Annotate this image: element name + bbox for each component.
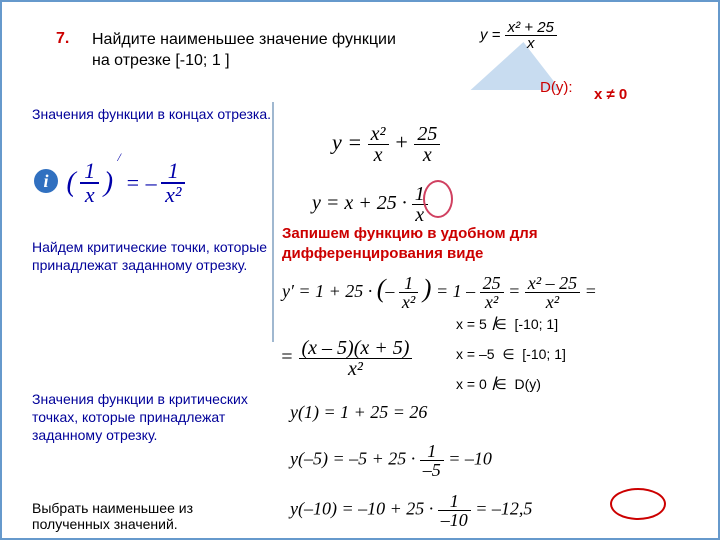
- c2s: [-10; 1]: [522, 346, 566, 362]
- eq-y1: y(1) = 1 + 25 = 26: [290, 402, 427, 423]
- crit-3: x = 0 ∈/ D(y): [456, 376, 541, 393]
- ym5l: y(–5) = –5 + 25 ·: [290, 449, 415, 469]
- task-line1: Найдите наименьшее значение функции: [92, 31, 396, 48]
- c1s: [-10; 1]: [515, 316, 559, 332]
- s1l: y = x + 25 ·: [312, 192, 407, 214]
- c2: x = –5: [456, 346, 495, 362]
- ype2: =: [508, 281, 520, 301]
- ym5n: 1: [420, 442, 444, 461]
- fd: x²: [299, 359, 413, 379]
- s2p: +: [394, 130, 409, 155]
- divider: [272, 102, 274, 342]
- eq-ym10: y(–10) = –10 + 25 · 1 –10 = –12,5: [290, 492, 532, 529]
- ym10l: y(–10) = –10 + 25 ·: [290, 499, 433, 519]
- eq-step2: y = x² x + 25 x: [332, 124, 440, 165]
- drule-rd: x²: [161, 184, 185, 206]
- rewrite-note: Запишем функцию в удобном для дифференци…: [282, 224, 642, 263]
- ypmid: = 1 –: [436, 281, 475, 301]
- eq-yprime: y′ = 1 + 25 · (– 1 x² ) = 1 – 25 x² = x²…: [282, 274, 597, 311]
- s2bn: 25: [414, 124, 440, 145]
- ym5d: –5: [420, 461, 444, 479]
- fn: (x – 5)(x + 5): [299, 338, 413, 359]
- ypmn: 25: [480, 274, 504, 293]
- drule-rn: 1: [161, 160, 185, 184]
- info-icon: i: [32, 167, 60, 200]
- eq-step1: y = x + 25 · 1 x: [312, 184, 428, 225]
- feq: =: [280, 346, 294, 368]
- s2an: x²: [368, 124, 389, 145]
- yppd: x²: [399, 293, 418, 311]
- c3s: D(y): [515, 376, 541, 392]
- s2y: y =: [332, 130, 362, 155]
- answer-circle: [610, 488, 666, 520]
- yprd: x²: [525, 293, 580, 311]
- drule-eq: = –: [125, 170, 156, 195]
- label-endpoints: Значения функции в концах отрезка.: [32, 105, 272, 123]
- ym10d: –10: [438, 511, 471, 529]
- domain-label: D(y):: [540, 79, 573, 96]
- crit-1: x = 5 ∈/ [-10; 1]: [456, 316, 558, 333]
- main-denom: x: [505, 36, 557, 51]
- problem-number: 7.: [56, 30, 69, 48]
- yptail: =: [585, 281, 597, 301]
- prime-mark: /: [117, 150, 120, 164]
- ym5r: = –10: [448, 449, 492, 469]
- task-line2: на отрезке [-10; 1 ]: [92, 52, 230, 69]
- main-numer: x² + 25: [505, 20, 557, 36]
- drule-n: 1: [80, 160, 99, 184]
- domain-condition: x ≠ 0: [594, 86, 627, 103]
- eq-factored: = (x – 5)(x + 5) x²: [280, 338, 412, 379]
- yppn: 1: [399, 274, 418, 293]
- label-find-critical: Найдем критические точки, которые принад…: [32, 238, 272, 274]
- ym10r: = –12,5: [475, 499, 532, 519]
- svg-text:i: i: [43, 171, 48, 191]
- label-choose-min: Выбрать наименьшее из полученных значени…: [32, 500, 272, 532]
- eq-ym5: y(–5) = –5 + 25 · 1 –5 = –10: [290, 442, 492, 479]
- c2in: ∈: [502, 346, 514, 362]
- label-critical-values: Значения функции в критических точках, к…: [32, 390, 272, 445]
- s2bd: x: [414, 145, 440, 165]
- ypstart: y′ = 1 + 25 ·: [282, 281, 372, 301]
- s2ad: x: [368, 145, 389, 165]
- c1: x = 5: [456, 316, 487, 332]
- ypmd: x²: [480, 293, 504, 311]
- yprn: x² – 25: [525, 274, 580, 293]
- main-function: y = x² + 25 x: [480, 20, 557, 51]
- ym10n: 1: [438, 492, 471, 511]
- circle-highlight-1: [423, 180, 453, 218]
- derivative-rule: i ( 1 x ) / = – 1 x²: [32, 160, 185, 206]
- task-text: Найдите наименьшее значение функции на о…: [92, 30, 396, 72]
- main-y-eq: y =: [480, 26, 500, 43]
- c3: x = 0: [456, 376, 487, 392]
- crit-2: x = –5 ∈ [-10; 1]: [456, 346, 566, 363]
- drule-d: x: [80, 184, 99, 206]
